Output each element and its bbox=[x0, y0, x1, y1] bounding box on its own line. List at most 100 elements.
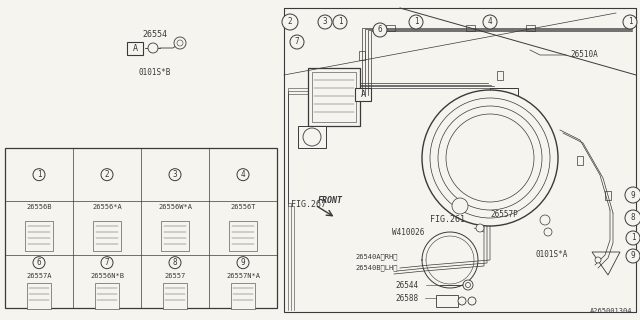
Circle shape bbox=[318, 15, 332, 29]
Bar bbox=[231, 283, 255, 309]
Text: 1: 1 bbox=[413, 18, 419, 27]
Text: 26556W*A: 26556W*A bbox=[158, 204, 192, 210]
Text: 26556B: 26556B bbox=[26, 204, 52, 210]
Bar bbox=[5, 148, 277, 308]
Bar bbox=[497, 70, 503, 79]
Circle shape bbox=[623, 15, 637, 29]
Text: 26540A〈RH〉: 26540A〈RH〉 bbox=[355, 253, 397, 260]
Bar bbox=[163, 283, 187, 309]
Bar bbox=[436, 295, 458, 307]
Circle shape bbox=[333, 15, 347, 29]
Text: 8: 8 bbox=[630, 213, 636, 222]
Text: 26557P: 26557P bbox=[490, 210, 518, 219]
Circle shape bbox=[438, 106, 542, 210]
Circle shape bbox=[452, 198, 468, 214]
Text: 7: 7 bbox=[105, 258, 109, 267]
Text: 26556*A: 26556*A bbox=[92, 204, 122, 210]
Circle shape bbox=[540, 215, 550, 225]
Circle shape bbox=[101, 169, 113, 181]
Circle shape bbox=[101, 257, 113, 269]
Text: 26510A: 26510A bbox=[570, 50, 598, 59]
Text: 9: 9 bbox=[241, 258, 245, 267]
Text: FIG.261: FIG.261 bbox=[430, 215, 465, 224]
Bar bbox=[27, 283, 51, 309]
Bar bbox=[127, 42, 143, 55]
Circle shape bbox=[626, 249, 640, 263]
Text: A: A bbox=[132, 44, 138, 53]
Circle shape bbox=[626, 231, 640, 245]
Circle shape bbox=[544, 228, 552, 236]
Circle shape bbox=[290, 35, 304, 49]
Text: 3: 3 bbox=[323, 18, 327, 27]
Circle shape bbox=[463, 280, 473, 290]
Circle shape bbox=[282, 14, 298, 30]
Circle shape bbox=[174, 37, 186, 49]
Circle shape bbox=[625, 210, 640, 226]
Text: 6: 6 bbox=[378, 26, 382, 35]
Text: 9: 9 bbox=[630, 190, 636, 199]
Bar bbox=[385, 25, 394, 31]
Text: W410026: W410026 bbox=[392, 228, 424, 237]
Text: 1: 1 bbox=[338, 18, 342, 27]
Text: 26556T: 26556T bbox=[230, 204, 256, 210]
Bar bbox=[95, 283, 119, 309]
Bar bbox=[465, 25, 474, 31]
Bar bbox=[488, 104, 520, 132]
Circle shape bbox=[148, 43, 158, 53]
Circle shape bbox=[483, 15, 497, 29]
Circle shape bbox=[33, 257, 45, 269]
Text: 8: 8 bbox=[173, 258, 177, 267]
Text: 4: 4 bbox=[241, 170, 245, 179]
Text: 26588: 26588 bbox=[395, 294, 418, 303]
Text: 1: 1 bbox=[36, 170, 42, 179]
Circle shape bbox=[476, 224, 484, 232]
Text: 26540B〈LH〉: 26540B〈LH〉 bbox=[355, 264, 397, 271]
Bar bbox=[161, 221, 189, 251]
Bar bbox=[359, 51, 365, 60]
Text: 2: 2 bbox=[288, 18, 292, 27]
Text: 0101S*A: 0101S*A bbox=[535, 250, 568, 259]
Bar bbox=[490, 88, 518, 106]
Text: 2: 2 bbox=[105, 170, 109, 179]
Text: A265001304: A265001304 bbox=[589, 308, 632, 314]
Text: 26557A: 26557A bbox=[26, 273, 52, 279]
Circle shape bbox=[446, 114, 534, 202]
Bar bbox=[229, 221, 257, 251]
Text: 1: 1 bbox=[630, 234, 636, 243]
Text: 3: 3 bbox=[173, 170, 177, 179]
Text: 1: 1 bbox=[628, 18, 632, 27]
Circle shape bbox=[237, 169, 249, 181]
Circle shape bbox=[373, 23, 387, 37]
Circle shape bbox=[303, 128, 321, 146]
Text: 26557N*A: 26557N*A bbox=[226, 273, 260, 279]
Circle shape bbox=[409, 15, 423, 29]
Circle shape bbox=[430, 98, 550, 218]
Circle shape bbox=[169, 257, 181, 269]
Text: A: A bbox=[360, 90, 365, 99]
Bar bbox=[284, 8, 636, 312]
Bar bbox=[525, 25, 534, 31]
Text: 26544: 26544 bbox=[395, 281, 418, 290]
Text: 4: 4 bbox=[488, 18, 492, 27]
Polygon shape bbox=[592, 252, 620, 275]
Circle shape bbox=[625, 187, 640, 203]
Bar bbox=[605, 190, 611, 199]
Circle shape bbox=[237, 257, 249, 269]
Bar bbox=[93, 221, 121, 251]
Text: 26557: 26557 bbox=[164, 273, 186, 279]
Circle shape bbox=[468, 297, 476, 305]
Circle shape bbox=[169, 169, 181, 181]
Bar bbox=[355, 88, 371, 101]
Circle shape bbox=[422, 90, 558, 226]
Circle shape bbox=[595, 257, 601, 263]
Text: 26554: 26554 bbox=[143, 30, 168, 39]
Circle shape bbox=[33, 169, 45, 181]
Circle shape bbox=[458, 297, 466, 305]
Text: 9: 9 bbox=[630, 252, 636, 260]
Bar bbox=[298, 126, 326, 148]
Bar bbox=[25, 221, 53, 251]
Bar bbox=[577, 156, 583, 164]
Text: 7: 7 bbox=[294, 37, 300, 46]
Text: 0101S*B: 0101S*B bbox=[139, 68, 171, 77]
Text: 26556N*B: 26556N*B bbox=[90, 273, 124, 279]
